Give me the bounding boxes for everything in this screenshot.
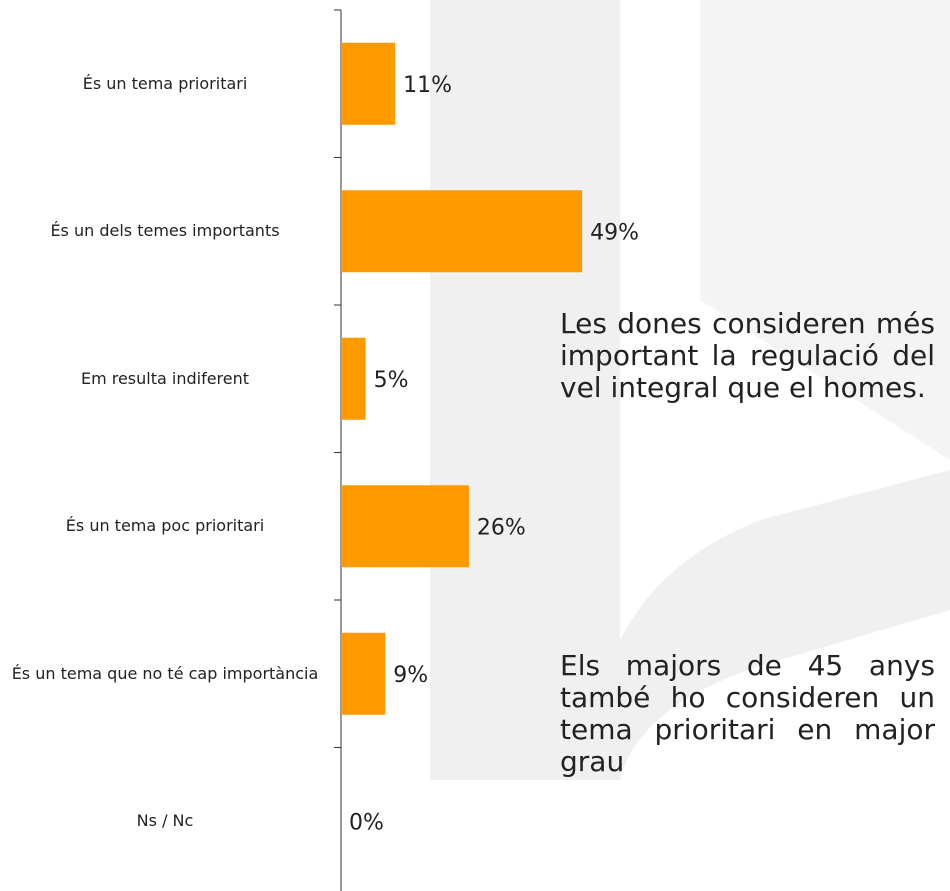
bar	[341, 632, 386, 715]
value-label: 5%	[374, 368, 409, 393]
value-label: 49%	[590, 220, 639, 245]
bar	[341, 337, 366, 420]
annotation: Les dones consideren més important la re…	[560, 307, 935, 404]
category-label: És un tema que no té cap importància	[11, 663, 319, 683]
category-label: És un tema poc prioritari	[65, 516, 265, 536]
annotation: Els majors de 45 anys també ho considere…	[560, 649, 935, 778]
watermark	[700, 0, 950, 460]
bar	[341, 485, 469, 568]
value-label: 0%	[349, 810, 384, 835]
category-label: Ns / Nc	[136, 811, 194, 831]
category-label: És un dels temes importants	[50, 221, 280, 241]
bar	[341, 190, 583, 273]
value-label: 9%	[393, 663, 428, 688]
value-label: 26%	[477, 515, 526, 540]
value-label: 11%	[403, 73, 452, 98]
category-label: És un tema prioritari	[82, 73, 248, 93]
category-label: Em resulta indiferent	[80, 368, 250, 388]
bar	[341, 42, 396, 125]
